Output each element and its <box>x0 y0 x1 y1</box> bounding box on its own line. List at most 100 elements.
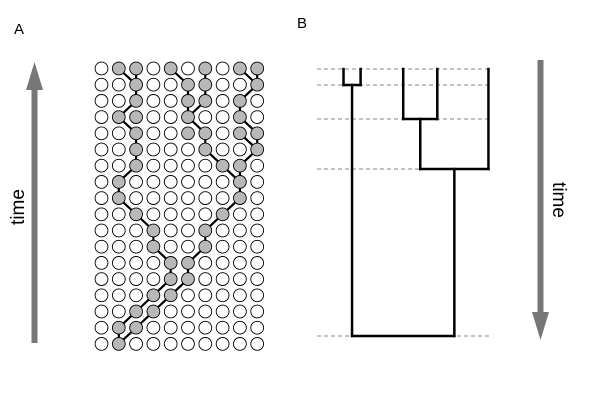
lattice-node <box>233 239 247 254</box>
time-arrow-up <box>26 62 43 343</box>
lattice-node <box>111 223 126 238</box>
lattice-node <box>250 288 265 303</box>
ancestor-node <box>181 126 195 141</box>
lattice-node <box>146 126 161 141</box>
ancestor-node <box>198 142 213 157</box>
ancestor-node <box>181 94 195 108</box>
ancestor-node <box>233 191 247 205</box>
ancestor-node <box>233 126 247 141</box>
lattice-node <box>198 272 213 286</box>
lattice-node <box>250 320 265 335</box>
lattice-node <box>146 256 161 270</box>
lattice-node <box>181 61 195 76</box>
lattice-node <box>111 256 126 270</box>
lattice-node <box>233 207 247 222</box>
lattice-node <box>129 256 143 270</box>
lattice-node <box>250 256 265 270</box>
lattice-node <box>198 337 213 351</box>
panel-a-label: A <box>14 21 24 38</box>
ancestor-node <box>111 175 126 189</box>
lattice-node <box>94 256 109 270</box>
ancestor-node <box>181 110 195 124</box>
lattice-node <box>215 110 230 124</box>
lattice-node <box>233 142 247 157</box>
lattice-node <box>111 288 126 303</box>
panel-a-time-label: time <box>8 189 29 225</box>
ancestor-node <box>250 61 265 76</box>
lattice-node <box>146 142 161 157</box>
ancestor-node <box>129 304 143 319</box>
lattice-node <box>215 256 230 270</box>
lattice-node <box>233 288 247 303</box>
lattice-node <box>163 207 178 222</box>
lattice-node <box>250 337 265 351</box>
ancestor-node <box>233 94 247 108</box>
lattice-node <box>111 239 126 254</box>
panel-a: A time <box>8 21 265 351</box>
lattice-node <box>215 191 230 205</box>
lattice-node <box>163 337 178 351</box>
lattice-node <box>94 142 109 157</box>
lattice-node <box>146 207 161 222</box>
lattice-node <box>129 239 143 254</box>
ancestor-node <box>233 158 247 173</box>
time-arrow-down <box>532 60 549 340</box>
lattice-node <box>198 207 213 222</box>
lattice-node <box>250 223 265 238</box>
lattice-node <box>129 337 143 351</box>
lattice-node <box>94 272 109 286</box>
ancestor-node <box>129 110 143 124</box>
lattice-node <box>129 191 143 205</box>
lattice-node <box>163 158 178 173</box>
lattice-node <box>111 77 126 92</box>
lattice-node <box>94 175 109 189</box>
ancestor-node <box>198 94 213 108</box>
lattice-node <box>181 337 195 351</box>
lattice-node <box>163 304 178 319</box>
ancestor-node <box>181 77 195 92</box>
lattice-node <box>163 191 178 205</box>
lattice-node <box>215 320 230 335</box>
lattice-node <box>198 175 213 189</box>
lattice-node <box>94 191 109 205</box>
ancestor-node <box>111 191 126 205</box>
lattice-node <box>129 175 143 189</box>
panel-b-label: B <box>297 15 307 32</box>
ancestor-node <box>250 142 265 157</box>
ancestor-node <box>146 239 161 254</box>
ancestor-node <box>129 207 143 222</box>
lattice-node <box>146 61 161 76</box>
ancestor-node <box>181 272 195 286</box>
lattice-node <box>215 288 230 303</box>
lattice-node <box>233 320 247 335</box>
lattice-node <box>111 126 126 141</box>
ancestor-node <box>129 142 143 157</box>
lattice-node <box>94 77 109 92</box>
genealogy-tree <box>342 67 490 338</box>
lattice-node <box>146 175 161 189</box>
ancestor-node <box>146 223 161 238</box>
ancestor-node <box>146 304 161 319</box>
lattice-node <box>94 304 109 319</box>
lattice-node <box>181 320 195 335</box>
lattice-node <box>215 77 230 92</box>
lattice-node <box>215 239 230 254</box>
ancestor-node <box>198 223 213 238</box>
ancestor-node <box>233 110 247 124</box>
lattice-node <box>111 207 126 222</box>
lattice-node <box>111 304 126 319</box>
lattice-node <box>233 304 247 319</box>
ancestor-node <box>129 320 143 335</box>
lattice-node <box>181 158 195 173</box>
lattice-node <box>181 175 195 189</box>
ancestor-node <box>198 61 213 76</box>
lattice-node <box>163 77 178 92</box>
lattice-node <box>111 142 126 157</box>
lattice-node <box>163 110 178 124</box>
lattice-node <box>215 337 230 351</box>
lattice-node <box>146 337 161 351</box>
ancestor-node <box>111 320 126 335</box>
lattice-node <box>163 320 178 335</box>
ancestor-node <box>163 272 178 286</box>
lattice-node <box>146 158 161 173</box>
